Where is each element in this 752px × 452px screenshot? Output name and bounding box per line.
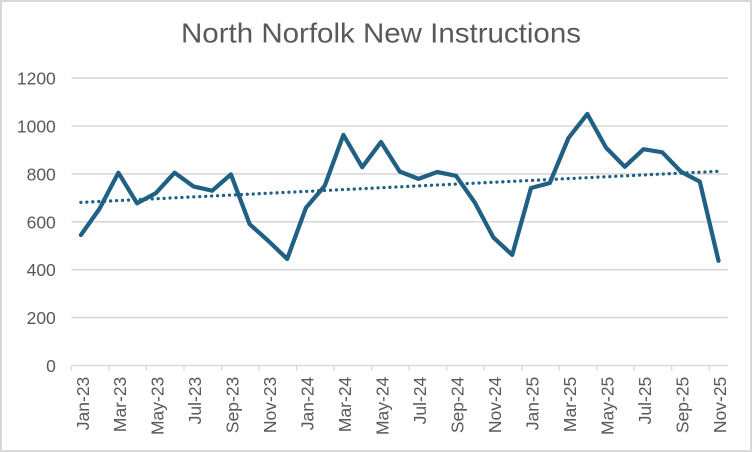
svg-text:Nov-23: Nov-23 [260,377,280,433]
svg-text:Jan-25: Jan-25 [523,377,543,431]
svg-text:May-23: May-23 [148,377,168,435]
svg-text:0: 0 [46,356,56,376]
svg-text:Sep-23: Sep-23 [223,377,243,433]
svg-text:May-24: May-24 [373,376,393,435]
svg-text:Jul-24: Jul-24 [410,376,430,424]
svg-text:1000: 1000 [17,117,56,137]
svg-text:200: 200 [27,308,56,328]
svg-text:Nov-25: Nov-25 [710,377,730,433]
svg-text:Sep-25: Sep-25 [673,377,693,433]
svg-text:800: 800 [27,164,56,184]
svg-text:600: 600 [27,212,56,232]
svg-text:Mar-23: Mar-23 [110,377,130,432]
svg-text:North Norfolk New Instructions: North Norfolk New Instructions [181,18,581,49]
svg-text:May-25: May-25 [598,377,618,435]
svg-text:Jul-25: Jul-25 [635,377,655,425]
svg-text:Jan-24: Jan-24 [298,376,318,430]
svg-text:Sep-24: Sep-24 [448,376,468,433]
svg-text:1200: 1200 [17,69,56,89]
svg-text:Mar-25: Mar-25 [560,377,580,432]
svg-text:Nov-24: Nov-24 [485,376,505,433]
svg-text:400: 400 [27,260,56,280]
svg-text:Jul-23: Jul-23 [185,377,205,425]
svg-text:Mar-24: Mar-24 [335,376,355,432]
svg-text:Jan-23: Jan-23 [73,377,93,431]
